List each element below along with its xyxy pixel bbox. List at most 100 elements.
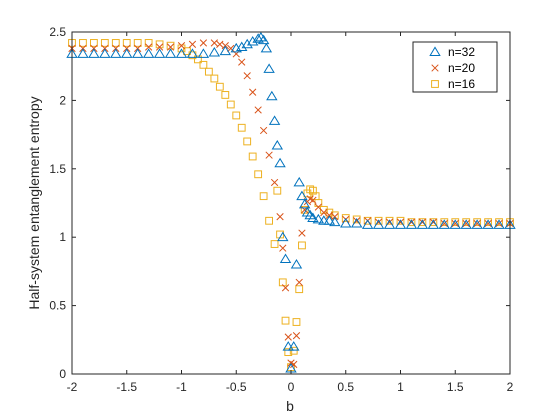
legend-label-n-16: n=16 xyxy=(448,77,475,91)
data-point-n-16 xyxy=(79,39,87,47)
data-point-n-32 xyxy=(271,139,284,150)
data-point-n-20 xyxy=(144,43,153,51)
data-point-n-16 xyxy=(100,39,109,47)
data-point-n-20 xyxy=(284,333,292,341)
data-point-n-32 xyxy=(175,48,188,58)
data-point-n-32 xyxy=(290,258,303,269)
data-point-n-32 xyxy=(318,215,330,225)
data-point-n-16 xyxy=(284,348,293,357)
data-point-n-16 xyxy=(295,285,304,294)
data-point-n-16 xyxy=(254,170,263,179)
y-tick-label: 2 xyxy=(59,93,66,107)
data-point-n-32 xyxy=(449,219,461,229)
data-point-n-20 xyxy=(166,43,175,51)
data-point-n-16 xyxy=(451,218,460,227)
data-point-n-16 xyxy=(306,185,315,194)
data-point-n-16 xyxy=(133,39,142,47)
data-point-n-16 xyxy=(111,39,120,47)
data-point-n-16 xyxy=(237,123,246,132)
x-tick-label: 1 xyxy=(397,380,404,394)
data-point-n-16 xyxy=(484,218,493,227)
legend-marker-n-32 xyxy=(429,46,441,56)
data-point-n-16 xyxy=(330,211,339,220)
data-point-n-32 xyxy=(288,341,300,351)
data-point-n-20 xyxy=(199,39,208,47)
data-point-n-16 xyxy=(341,214,350,222)
data-point-n-16 xyxy=(298,241,306,250)
data-point-n-32 xyxy=(197,48,210,58)
y-tick-label: 2.5 xyxy=(49,25,66,39)
data-point-n-20 xyxy=(249,88,257,96)
data-point-n-20 xyxy=(440,219,448,228)
data-point-n-16 xyxy=(194,55,202,64)
data-point-n-32 xyxy=(99,48,111,58)
data-point-n-20 xyxy=(188,40,197,48)
data-point-n-20 xyxy=(309,196,317,204)
data-point-n-16 xyxy=(226,100,235,109)
y-axis-label: Half-system entanglement entropy xyxy=(26,96,42,309)
data-point-n-16 xyxy=(363,216,372,225)
data-point-n-16 xyxy=(407,218,416,227)
data-point-n-16 xyxy=(396,216,405,225)
legend-label-n-20: n=20 xyxy=(448,61,475,75)
data-point-n-16 xyxy=(273,186,282,195)
data-point-n-32 xyxy=(241,38,253,49)
data-point-n-32 xyxy=(266,90,278,101)
data-point-n-32 xyxy=(460,219,472,229)
data-point-n-32 xyxy=(110,48,122,58)
data-point-n-20 xyxy=(216,40,224,48)
data-point-n-32 xyxy=(307,212,319,222)
legend: n=32 n=20 n=16 xyxy=(412,41,498,93)
data-point-n-32 xyxy=(131,48,144,58)
data-point-n-32 xyxy=(257,34,270,45)
data-point-n-32 xyxy=(277,231,289,242)
data-point-n-16 xyxy=(462,218,471,227)
data-point-n-16 xyxy=(352,215,361,224)
data-point-n-16 xyxy=(183,47,191,56)
data-point-n-32 xyxy=(482,219,494,229)
data-point-n-32 xyxy=(438,219,451,229)
data-point-n-20 xyxy=(451,219,459,228)
x-tick-label: -2 xyxy=(67,380,78,394)
data-point-n-16 xyxy=(495,218,503,227)
data-point-n-32 xyxy=(427,219,440,229)
data-point-n-32 xyxy=(252,33,264,43)
data-point-n-20 xyxy=(484,219,492,228)
data-point-n-32 xyxy=(293,176,305,187)
data-point-n-20 xyxy=(238,58,246,66)
data-point-n-16 xyxy=(440,218,449,227)
data-point-n-16 xyxy=(215,82,224,91)
data-point-n-16 xyxy=(265,216,274,225)
data-point-n-32 xyxy=(274,157,286,168)
data-point-n-32 xyxy=(77,48,89,58)
data-point-n-16 xyxy=(270,240,279,248)
legend-label-n-32: n=32 xyxy=(448,45,475,59)
data-point-n-20 xyxy=(155,43,164,51)
data-point-n-20 xyxy=(254,106,262,114)
data-point-n-32 xyxy=(298,198,311,209)
data-point-n-20 xyxy=(279,244,287,252)
data-point-n-20 xyxy=(320,208,328,217)
data-point-n-20 xyxy=(259,126,268,135)
x-tick-label: 1.5 xyxy=(447,380,464,394)
data-point-n-32 xyxy=(350,217,363,228)
data-point-n-16 xyxy=(289,346,298,355)
legend-box xyxy=(412,41,498,93)
data-point-n-20 xyxy=(210,39,219,47)
data-point-n-20 xyxy=(177,42,186,50)
data-point-n-20 xyxy=(281,284,290,292)
data-point-n-32 xyxy=(383,219,396,229)
data-point-n-20 xyxy=(243,72,251,80)
x-tick-label: -1 xyxy=(176,380,187,394)
data-point-n-16 xyxy=(374,216,383,225)
data-point-n-32 xyxy=(260,42,273,53)
data-point-n-16 xyxy=(243,137,252,146)
data-point-n-16 xyxy=(199,60,208,69)
data-point-n-32 xyxy=(394,219,407,229)
tick-labels: -2 -1.5 -1 -0.5 0 0.5 1 1.5 2 0 0.5 1 1.5 2 2.5 xyxy=(49,25,513,394)
data-point-n-32 xyxy=(312,213,325,224)
data-marks xyxy=(66,31,516,373)
data-point-n-32 xyxy=(121,48,133,58)
data-point-n-32 xyxy=(236,41,248,51)
